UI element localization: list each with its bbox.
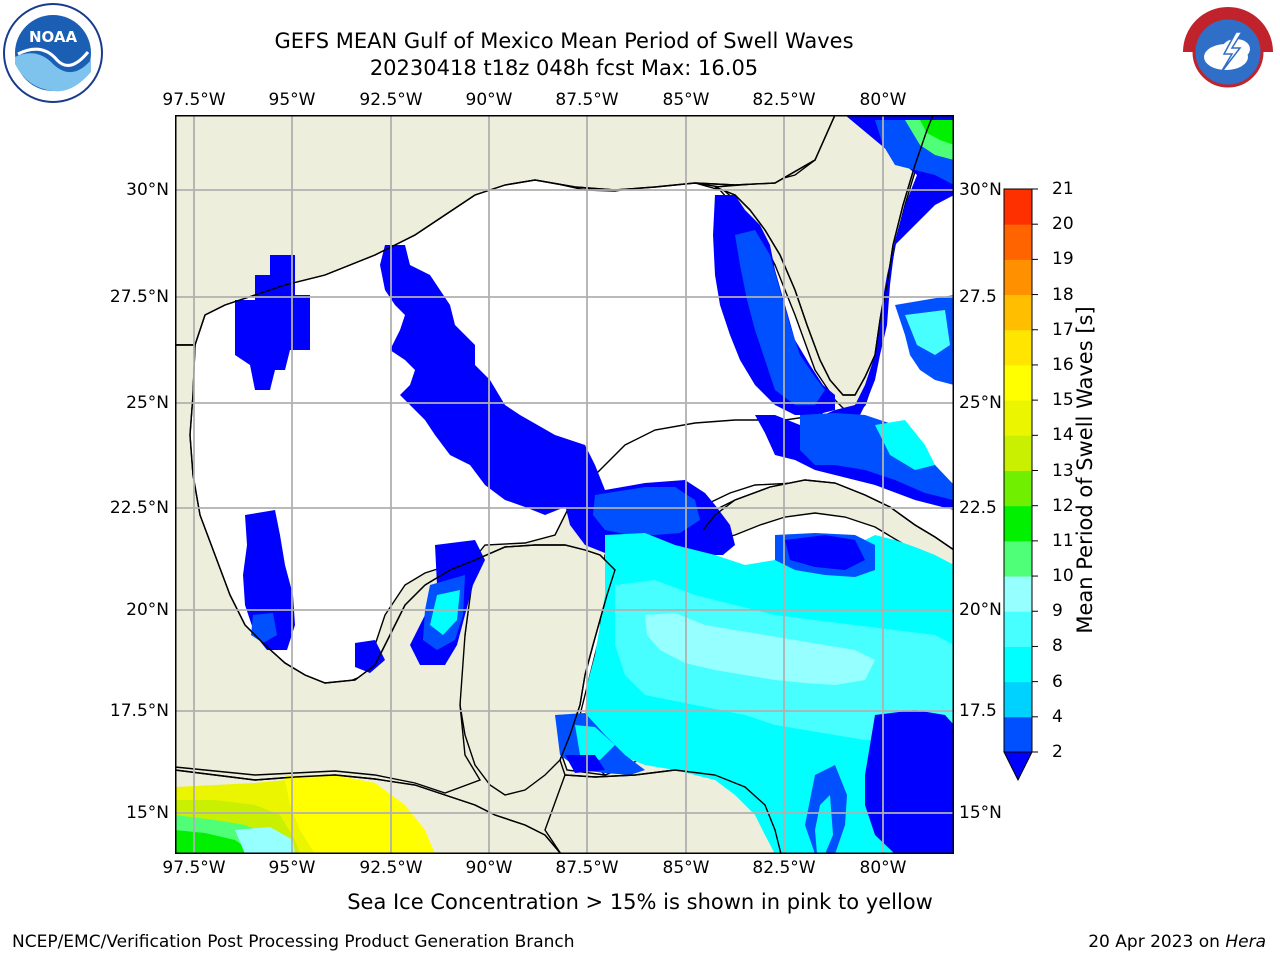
swell-period-fill (175, 115, 954, 854)
colorbar-segment (1004, 224, 1032, 260)
lat-tick-left: 20°N (126, 600, 169, 620)
cuba-coastline (702, 479, 955, 551)
colorbar-frame (1003, 188, 1033, 753)
florida-coastline (714, 114, 934, 396)
lon-tick-bottom: 95°W (268, 858, 316, 878)
lon-tick-bottom: 80°W (859, 858, 907, 878)
lon-tick-top: 87.5°W (555, 90, 619, 110)
lat-tick-right: 22.5 (959, 498, 997, 518)
lon-tick-bottom: 92.5°W (359, 858, 423, 878)
svg-text:NOAA: NOAA (29, 28, 78, 46)
lon-tick-bottom: 90°W (465, 858, 513, 878)
colorbar-tick-label: 8 (1052, 636, 1063, 657)
lon-tick-top: 85°W (662, 90, 710, 110)
lat-tick-left: 22.5°N (109, 498, 169, 518)
lat-tick-right: 25°N (959, 393, 1002, 413)
lat-tick-right: 15°N (959, 803, 1002, 823)
lon-tick-bottom: 97.5°W (162, 858, 226, 878)
lon-tick-top: 95°W (268, 90, 316, 110)
colorbar-svg (1003, 188, 1038, 782)
plot-title: GEFS MEAN Gulf of Mexico Mean Period of … (274, 29, 854, 53)
colorbar-segment (1004, 681, 1032, 718)
footer-date: 20 Apr 2023 on Hera (1088, 932, 1266, 952)
colorbar-segment (1004, 259, 1032, 296)
lon-tick-bottom: 87.5°W (555, 858, 619, 878)
colorbar-segment (1004, 611, 1032, 647)
noaa-logo: NOAA (2, 2, 104, 104)
colorbar-segment (1004, 646, 1032, 683)
colorbar-tick-label: 2 (1052, 742, 1063, 762)
colorbar-tick-label: 10 (1052, 566, 1074, 587)
lat-tick-left: 30°N (126, 180, 169, 200)
honduras-coastline (559, 759, 782, 855)
colorbar-tick-label: 16 (1052, 354, 1074, 375)
colorbar-segment (1004, 329, 1032, 366)
lon-tick-top: 92.5°W (359, 90, 423, 110)
colorbar-tick-label: 14 (1052, 425, 1074, 446)
lon-tick-top: 80°W (859, 90, 907, 110)
colorbar-tick-label: 17 (1052, 319, 1074, 340)
colorbar-segment (1004, 435, 1032, 471)
colorbar-tick-label: 12 (1052, 495, 1074, 516)
plot-subtitle: 20230418 t18z 048h fcst Max: 16.05 (369, 56, 759, 80)
colorbar-segment (1004, 576, 1032, 612)
colorbar-segment (1004, 716, 1032, 753)
lat-tick-left: 17.5°N (109, 701, 169, 721)
colorbar-label: Mean Period of Swell Waves [s] (1073, 306, 1097, 634)
colorbar-tick-label: 13 (1052, 460, 1074, 481)
colorbar-tick-label: 20 (1052, 214, 1074, 235)
footer-date-text: 20 Apr 2023 on (1088, 932, 1226, 952)
colorbar-segment (1004, 294, 1032, 331)
lon-tick-top: 90°W (465, 90, 513, 110)
lat-tick-left: 25°N (126, 393, 169, 413)
lon-tick-top: 97.5°W (162, 90, 226, 110)
nws-logo (1178, 2, 1278, 102)
lat-tick-right: 30°N (959, 180, 1002, 200)
colorbar-tick-label: 19 (1052, 249, 1074, 270)
colorbar-tick-label: 9 (1052, 601, 1063, 622)
map-panel (174, 114, 955, 855)
colorbar-tick-label: 21 (1052, 179, 1074, 199)
colorbar-segment (1004, 540, 1032, 577)
colorbar (1000, 186, 1050, 786)
colorbar-tick-label: 6 (1052, 671, 1063, 692)
footer-branch: NCEP/EMC/Verification Post Processing Pr… (12, 932, 575, 952)
lat-tick-left: 15°N (126, 803, 169, 823)
colorbar-segment (1004, 364, 1032, 401)
lon-tick-bottom: 82.5°W (752, 858, 816, 878)
colorbar-segment (1004, 189, 1032, 225)
colorbar-segment (1004, 505, 1032, 542)
lon-tick-top: 82.5°W (752, 90, 816, 110)
sea-ice-note: Sea Ice Concentration > 15% is shown in … (347, 890, 933, 914)
central-america-coastline (174, 769, 562, 855)
lon-tick-bottom: 85°W (662, 858, 710, 878)
map-frame (175, 115, 954, 854)
lat-tick-right: 17.5 (959, 701, 997, 721)
footer-machine: Hera (1225, 932, 1266, 952)
colorbar-tick-label: 15 (1052, 390, 1074, 411)
lat-tick-right: 20°N (959, 600, 1002, 620)
colorbar-tick-label: 4 (1052, 706, 1063, 727)
colorbar-segment (1004, 400, 1032, 436)
coastline (175, 344, 616, 761)
colorbar-segment (1004, 470, 1032, 507)
colorbar-tick-label: 11 (1052, 530, 1074, 551)
colorbar-tick-label: 18 (1052, 284, 1074, 305)
gridlines (175, 115, 954, 854)
colorbar-under-triangle (1003, 751, 1033, 782)
map-svg (174, 114, 955, 855)
lat-tick-right: 27.5 (959, 287, 997, 307)
lat-tick-left: 27.5°N (109, 287, 169, 307)
